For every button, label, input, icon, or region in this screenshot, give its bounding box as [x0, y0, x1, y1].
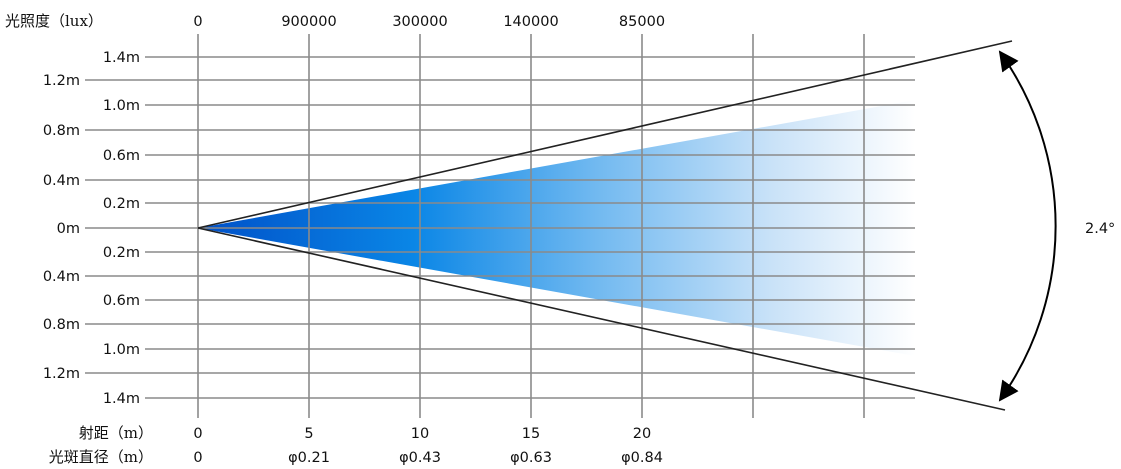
y-label-inner: 1.0m: [103, 98, 140, 114]
distance-axis-label: 射距（m）: [79, 424, 153, 442]
beam-angle-label: 2.4°: [1085, 221, 1115, 237]
y-label-inner: 0.6m: [103, 148, 140, 164]
y-label-left: 0.8m: [43, 123, 80, 139]
lux-axis-label: 光照度（lux）: [5, 12, 103, 30]
y-label-left: 0.8m: [43, 317, 80, 333]
lux-value: 900000: [281, 14, 336, 30]
beam-lower-edge: [197, 227, 1006, 411]
diameter-value: φ0.43: [399, 450, 441, 466]
y-label-left: 0m: [57, 221, 80, 237]
y-label-inner: 0.2m: [103, 196, 140, 212]
y-label-inner: 1.0m: [103, 342, 140, 358]
distance-value: 15: [522, 426, 540, 442]
y-label-inner: 0.2m: [103, 245, 140, 261]
y-label-left: 1.2m: [43, 73, 80, 89]
distance-value: 10: [411, 426, 429, 442]
diameter-value: φ0.21: [288, 450, 330, 466]
distance-value: 20: [633, 426, 651, 442]
y-label-inner: 1.4m: [103, 391, 140, 407]
lux-value: 85000: [619, 14, 665, 30]
grid: [85, 34, 915, 418]
diameter-value: φ0.63: [510, 450, 552, 466]
lux-value: 140000: [503, 14, 558, 30]
diameter-value: φ0.84: [621, 450, 663, 466]
lux-value: 300000: [392, 14, 447, 30]
distance-value: 0: [193, 426, 202, 442]
y-label-left: 0.4m: [43, 173, 80, 189]
diameter-axis-label: 光斑直径（m）: [49, 448, 153, 466]
distance-value: 5: [304, 426, 313, 442]
y-label-inner: 1.4m: [103, 50, 140, 66]
lux-value: 0: [193, 14, 202, 30]
y-label-left: 0.4m: [43, 269, 80, 285]
angle-arc-arrow: [998, 50, 1057, 402]
beam-upper-edge: [197, 40, 1013, 229]
diameter-value: 0: [193, 450, 202, 466]
y-label-left: 1.2m: [43, 366, 80, 382]
y-label-inner: 0.6m: [103, 293, 140, 309]
